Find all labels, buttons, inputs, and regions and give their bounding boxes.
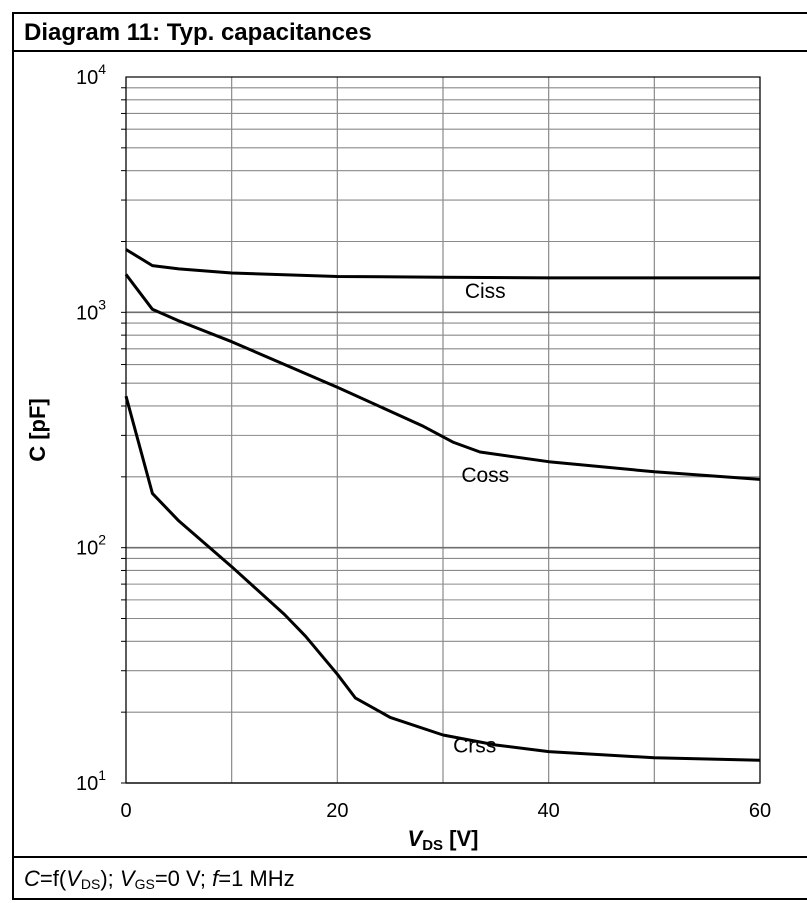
x-tick-label: 40: [538, 800, 560, 822]
y-tick-exponent: 3: [98, 296, 106, 312]
y-tick-base: 10: [76, 67, 98, 89]
curves: [124, 248, 761, 762]
footer-c: C: [24, 866, 40, 891]
footer-bar: C=f(VDS); VGS=0 V; f=1 MHz: [14, 856, 807, 898]
y-axis-label: C [pF]: [25, 398, 50, 462]
y-tick-label: 101: [76, 767, 106, 795]
y-tick-exponent: 2: [98, 532, 106, 548]
y-tick-base: 10: [76, 773, 98, 795]
x-tick-label: 0: [120, 800, 131, 822]
footer-mid: );: [100, 866, 120, 891]
chart-title: Diagram 11: Typ. capacitances: [24, 19, 372, 46]
series-crss-label: Crss: [453, 734, 496, 757]
footer-v1: V: [66, 866, 81, 891]
footer-v1-sub: DS: [80, 876, 101, 892]
y-tick-label: 102: [76, 532, 106, 560]
y-tick-base: 10: [76, 538, 98, 560]
footer-mid2: =0 V;: [154, 866, 213, 891]
x-tick-label: 60: [749, 800, 771, 822]
x-axis-label-unit: [V]: [443, 826, 478, 851]
footer-eq: =f(: [39, 866, 67, 891]
diagram-frame: Diagram 11: Typ. capacitances C=f(VDS); …: [12, 12, 807, 900]
series-coss-label: Coss: [461, 464, 509, 487]
x-axis-label: VDS [V]: [408, 826, 479, 854]
conditions-caption: C=f(VDS); VGS=0 V; f=1 MHz: [24, 866, 295, 892]
y-tick-label: 103: [76, 296, 106, 324]
series-crss-line: [124, 395, 761, 762]
y-tick-label: 104: [76, 61, 106, 89]
footer-v2-sub: GS: [134, 876, 155, 892]
title-bar: Diagram 11: Typ. capacitances: [14, 14, 807, 52]
plot-border: [125, 76, 761, 784]
grid: [121, 77, 761, 784]
footer-v2: V: [119, 866, 135, 891]
footer-f: f: [212, 866, 219, 891]
y-tick-exponent: 1: [98, 767, 106, 783]
series-coss-line: [124, 273, 761, 481]
series-ciss-label: Ciss: [465, 280, 506, 303]
x-tick-label: 20: [326, 800, 348, 822]
y-tick-base: 10: [76, 302, 98, 324]
x-axis-label-v: V: [408, 826, 425, 851]
x-axis-label-sub: DS: [422, 837, 443, 854]
footer-tail: =1 MHz: [218, 866, 295, 891]
series-ciss-line: [125, 248, 760, 280]
y-tick-exponent: 4: [98, 61, 106, 77]
